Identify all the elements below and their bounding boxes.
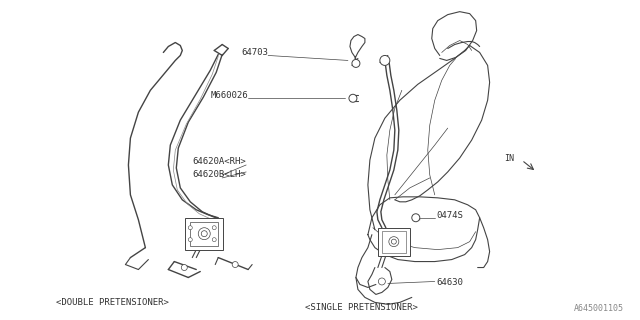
- Bar: [190, 222, 218, 246]
- Circle shape: [412, 214, 420, 222]
- Circle shape: [188, 238, 192, 242]
- Bar: [378, 228, 410, 256]
- Circle shape: [378, 278, 385, 285]
- Text: <DOUBLE PRETENSIONER>: <DOUBLE PRETENSIONER>: [56, 298, 169, 307]
- Circle shape: [212, 238, 216, 242]
- Text: A645001105: A645001105: [574, 304, 625, 313]
- Circle shape: [201, 231, 207, 237]
- Text: 0474S: 0474S: [436, 211, 463, 220]
- Text: <SINGLE PRETENSIONER>: <SINGLE PRETENSIONER>: [305, 303, 419, 312]
- Circle shape: [389, 237, 399, 247]
- Text: 64703: 64703: [241, 48, 268, 57]
- Circle shape: [198, 228, 210, 240]
- Circle shape: [232, 261, 238, 268]
- Circle shape: [349, 94, 357, 102]
- Text: 64620B<LH>: 64620B<LH>: [193, 171, 246, 180]
- Bar: [382, 231, 406, 252]
- Text: 64620A<RH>: 64620A<RH>: [193, 157, 246, 166]
- Circle shape: [212, 226, 216, 230]
- Text: IN: IN: [504, 154, 515, 163]
- Text: M660026: M660026: [211, 91, 248, 100]
- Circle shape: [380, 55, 390, 65]
- Bar: [186, 218, 223, 250]
- Circle shape: [181, 265, 188, 270]
- Circle shape: [188, 226, 192, 230]
- Text: 64630: 64630: [436, 278, 463, 287]
- Circle shape: [352, 60, 360, 68]
- Circle shape: [391, 239, 396, 244]
